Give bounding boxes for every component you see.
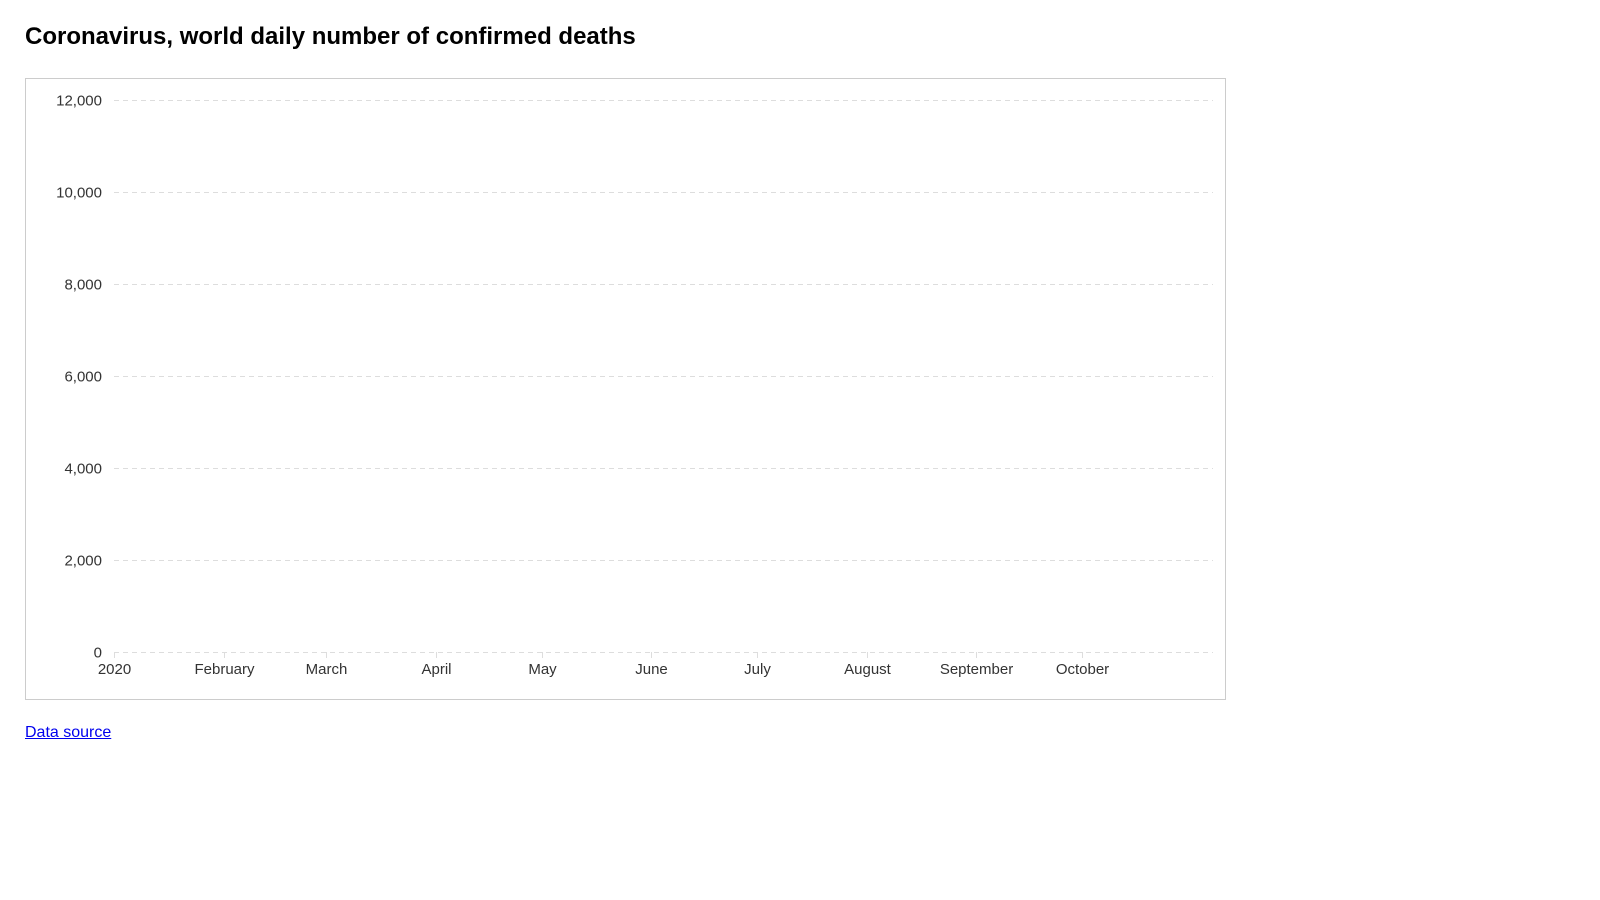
chart-svg: 0 2,000 4,000 6,000 8,000 10,000 12,000 2020 Fe… bbox=[56, 93, 1213, 678]
page-title: Coronavirus, world daily number of confi… bbox=[25, 23, 636, 50]
x-tick-label: April bbox=[421, 661, 451, 678]
y-tick-label: 4,000 bbox=[64, 461, 102, 478]
y-tick-label: 8,000 bbox=[64, 277, 102, 294]
y-tick-label: 2,000 bbox=[64, 553, 102, 570]
x-tick-label: March bbox=[306, 661, 348, 678]
y-axis-ticks: 0 2,000 4,000 6,000 8,000 10,000 12,000 bbox=[56, 93, 102, 662]
x-tick-label: May bbox=[528, 661, 557, 678]
y-tick-label: 12,000 bbox=[56, 93, 102, 110]
x-tick-label: August bbox=[844, 661, 892, 678]
x-tick-label: February bbox=[194, 661, 255, 678]
x-tick-label: June bbox=[635, 661, 668, 678]
x-axis-ticks: 2020 February March April May June July August S… bbox=[98, 652, 1109, 678]
grid-layer bbox=[114, 100, 1213, 653]
y-tick-label: 0 bbox=[94, 645, 102, 662]
x-tick-label: October bbox=[1056, 661, 1109, 678]
chart-frame: 0 2,000 4,000 6,000 8,000 10,000 12,000 2020 Fe… bbox=[25, 78, 1226, 700]
y-tick-label: 10,000 bbox=[56, 185, 102, 202]
x-tick-label: September bbox=[940, 661, 1013, 678]
data-source-link[interactable]: Data source bbox=[25, 724, 112, 741]
y-tick-label: 6,000 bbox=[64, 369, 102, 386]
x-tick-label: July bbox=[744, 661, 771, 678]
x-tick-label: 2020 bbox=[98, 661, 131, 678]
